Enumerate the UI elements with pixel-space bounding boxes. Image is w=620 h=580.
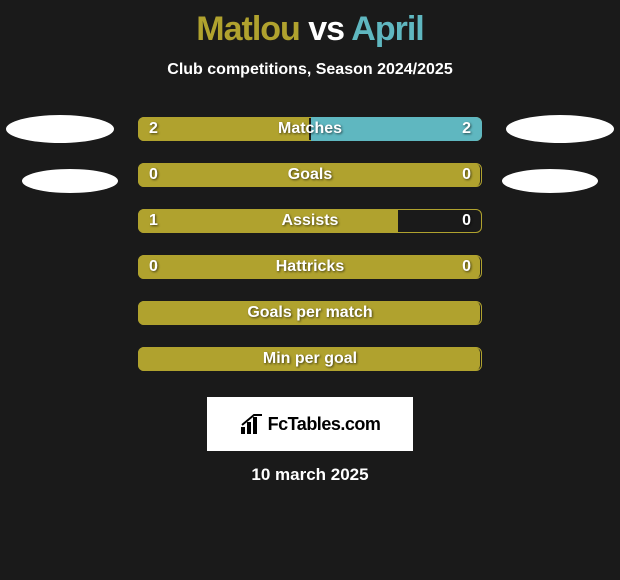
branding-text: FcTables.com — [268, 414, 381, 435]
page-title: Matlou vs April — [0, 10, 620, 49]
stat-bar-left — [138, 255, 480, 279]
stat-row-assists: Assists10 — [138, 209, 482, 233]
player2-badge-row2 — [502, 169, 598, 193]
title-player1: Matlou — [196, 10, 300, 48]
stat-bar-right — [311, 117, 482, 141]
stat-row-hattricks: Hattricks00 — [138, 255, 482, 279]
player2-badge-row1 — [506, 115, 614, 143]
stat-row-matches: Matches22 — [138, 117, 482, 141]
stat-bar-left — [138, 209, 398, 233]
player1-badge-row2 — [22, 169, 118, 193]
title-player2: April — [351, 10, 423, 48]
fctables-icon — [240, 413, 264, 435]
title-vs: vs — [308, 10, 344, 48]
stat-row-min-per-goal: Min per goal — [138, 347, 482, 371]
player1-badge-row1 — [6, 115, 114, 143]
stat-bar-left — [138, 163, 480, 187]
snapshot-date: 10 march 2025 — [0, 465, 620, 485]
comparison-chart: Matches22 Goals00 Assists10 Hattricks00 Goal… — [0, 111, 620, 383]
stat-row-goals: Goals00 — [138, 163, 482, 187]
subtitle: Club competitions, Season 2024/2025 — [0, 61, 620, 79]
stat-bar-left — [138, 301, 480, 325]
stat-bar-left — [138, 347, 480, 371]
branding-logo: FcTables.com — [207, 397, 413, 451]
stat-row-goals-per-match: Goals per match — [138, 301, 482, 325]
stat-value-right: 0 — [462, 210, 471, 232]
stat-bar-left — [138, 117, 309, 141]
title-container: Matlou vs April Club competitions, Seaso… — [0, 0, 620, 79]
